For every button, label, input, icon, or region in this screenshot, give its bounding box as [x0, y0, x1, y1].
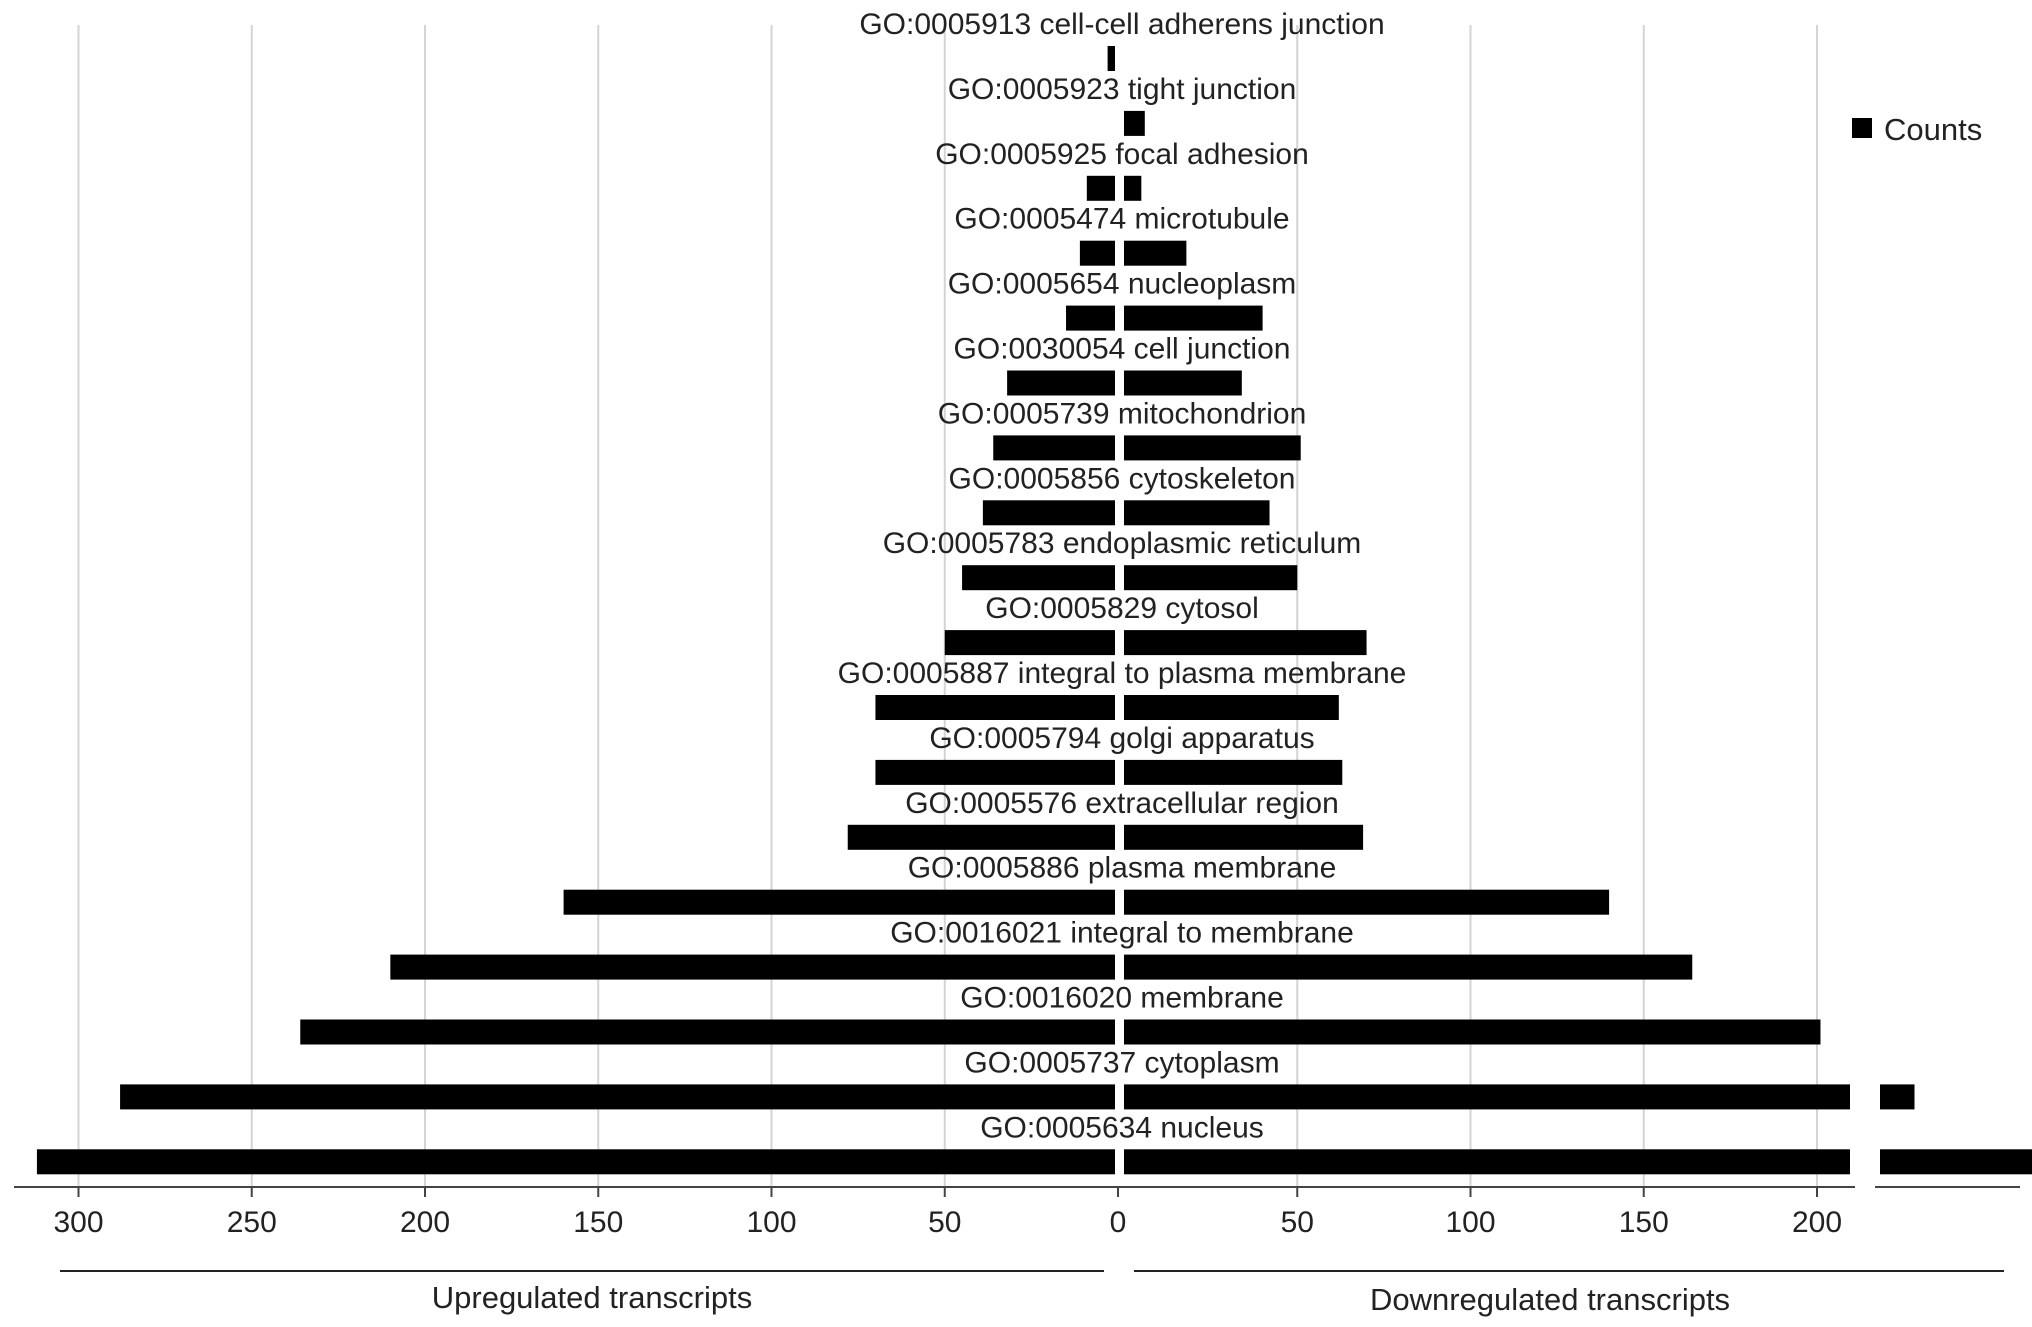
x-tick-label: 100	[746, 1206, 796, 1239]
category-label: GO:0005576 extracellular region	[905, 787, 1339, 820]
downregulated-bar	[1124, 175, 1142, 201]
downregulated-bar	[1124, 630, 1367, 656]
downregulated-bar	[1124, 565, 1298, 591]
category-label: GO:0005654 nucleoplasm	[948, 268, 1297, 301]
upregulated-bar	[982, 500, 1115, 526]
downregulated-bar	[1124, 889, 1610, 915]
category-label: GO:0005923 tight junction	[948, 73, 1297, 106]
legend-label: Counts	[1884, 112, 1982, 147]
downregulated-bar	[1124, 370, 1242, 396]
x-tick-label: 150	[573, 1206, 623, 1239]
x-tick-label: 200	[400, 1206, 450, 1239]
upregulated-group-label: Upregulated transcripts	[432, 1280, 753, 1315]
downregulated-bar	[1124, 759, 1343, 785]
x-tick-label: 300	[53, 1206, 103, 1239]
upregulated-bar	[1079, 240, 1115, 266]
x-tick-label: 250	[227, 1206, 277, 1239]
category-label: GO:0005739 mitochondrion	[938, 397, 1307, 430]
upregulated-bar	[1086, 175, 1115, 201]
upregulated-bar	[993, 435, 1115, 461]
downregulated-bar-after-break	[1880, 1149, 2032, 1175]
x-tick-label: 50	[928, 1206, 961, 1239]
x-axis: 30025020015010050050100150200350	[14, 1186, 2020, 1239]
upregulated-bar	[962, 565, 1115, 591]
downregulated-bar	[1124, 435, 1301, 461]
upregulated-bar	[390, 954, 1116, 980]
category-label: GO:0030054 cell junction	[954, 333, 1291, 366]
category-label: GO:0016021 integral to membrane	[890, 917, 1354, 950]
upregulated-bar	[875, 695, 1115, 720]
downregulated-bar	[1124, 1019, 1821, 1045]
downregulated-bar	[1124, 110, 1145, 136]
category-label: GO:0005856 cytoskeleton	[949, 462, 1296, 495]
downregulated-bar	[1124, 824, 1364, 850]
category-label: GO:0005474 microtubule	[954, 203, 1289, 236]
upregulated-bar	[1066, 305, 1115, 331]
x-tick-label: 50	[1281, 1206, 1314, 1239]
upregulated-bar	[1107, 46, 1115, 71]
category-label: GO:0016020 membrane	[960, 982, 1284, 1015]
downregulated-bar	[1124, 1084, 1850, 1110]
category-label: GO:0005913 cell-cell adherens junction	[859, 8, 1384, 41]
gridlines	[77, 25, 1818, 1187]
downregulated-bar	[1124, 695, 1339, 720]
upregulated-bar	[944, 630, 1115, 656]
category-label: GO:0005634 nucleus	[980, 1111, 1264, 1144]
downregulated-bar	[1124, 500, 1270, 526]
downregulated-bar-after-break	[1880, 1084, 1915, 1110]
category-label: GO:0005886 plasma membrane	[908, 852, 1337, 885]
upregulated-bars	[36, 46, 1116, 1175]
downregulated-bar	[1124, 240, 1187, 266]
category-label: GO:0005783 endoplasmic reticulum	[883, 527, 1362, 560]
upregulated-bar	[300, 1019, 1115, 1045]
group-labels: Upregulated transcripts Downregulated tr…	[60, 1270, 2004, 1317]
category-label: GO:0005887 integral to plasma membrane	[838, 657, 1407, 690]
category-label: GO:0005737 cytoplasm	[964, 1046, 1279, 1079]
upregulated-bar	[563, 889, 1115, 915]
downregulated-bars	[1124, 110, 2032, 1175]
term-labels: GO:0005913 cell-cell adherens junction GO…	[838, 8, 1407, 1144]
upregulated-bar	[875, 759, 1115, 785]
x-tick-label: 0	[1110, 1206, 1127, 1239]
downregulated-group-label: Downregulated transcripts	[1370, 1282, 1730, 1317]
downregulated-bar	[1124, 954, 1693, 980]
category-label: GO:0005925 focal adhesion	[935, 138, 1309, 171]
upregulated-bar	[1007, 370, 1115, 396]
upregulated-bar	[36, 1149, 1115, 1175]
downregulated-bar	[1124, 1149, 1850, 1175]
category-label: GO:0005829 cytosol	[985, 592, 1259, 625]
upregulated-bar	[847, 824, 1115, 850]
upregulated-bar	[120, 1084, 1115, 1110]
x-tick-label: 200	[1792, 1206, 1842, 1239]
legend: Counts	[1852, 112, 1982, 147]
x-tick-label: 100	[1445, 1206, 1495, 1239]
x-tick-label: 150	[1619, 1206, 1669, 1239]
legend-swatch	[1852, 118, 1872, 138]
category-label: GO:0005794 golgi apparatus	[929, 722, 1314, 755]
downregulated-bar	[1124, 305, 1263, 331]
